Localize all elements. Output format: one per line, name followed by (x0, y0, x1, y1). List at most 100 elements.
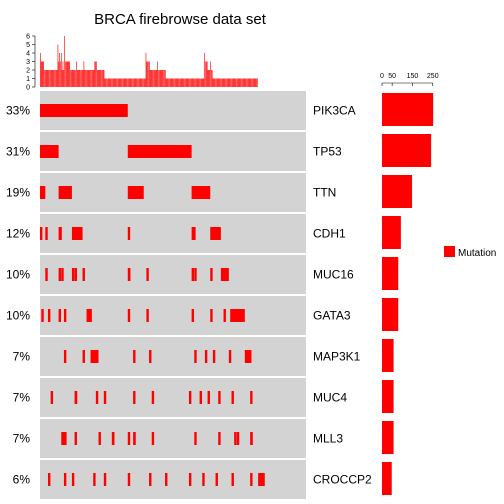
top-bar (149, 61, 150, 87)
top-bar (52, 70, 54, 87)
top-bar (75, 70, 76, 87)
top-bar (246, 78, 247, 87)
mutation-cell (45, 268, 48, 281)
top-bar (250, 78, 252, 87)
mutation-cell (223, 309, 226, 322)
right-bar (382, 462, 392, 495)
top-bar (252, 78, 254, 87)
top-axis-tick-label: 4 (26, 51, 30, 58)
mutation-cell (236, 432, 240, 445)
top-bar (135, 78, 137, 87)
gene-row-background (40, 173, 306, 212)
top-bar (154, 70, 156, 87)
mutation-cell (82, 350, 85, 363)
top-bar (123, 78, 125, 87)
top-axis-tick-label: 5 (26, 42, 30, 49)
top-bar (51, 70, 53, 87)
top-bar (83, 61, 85, 87)
top-bar (102, 70, 103, 87)
top-bar (111, 78, 112, 87)
top-bar (131, 78, 133, 87)
top-bar (172, 78, 174, 87)
pct-label: 31% (6, 145, 30, 159)
top-bar (209, 70, 210, 87)
top-bar (206, 61, 208, 87)
top-bar (163, 70, 164, 87)
top-bar (87, 70, 89, 87)
right-axis-tick-label: 150 (407, 73, 419, 80)
mutation-cell (127, 432, 131, 445)
top-bar (120, 78, 122, 87)
top-bar (257, 78, 258, 87)
mutation-cell (71, 227, 83, 240)
right-bar (382, 380, 394, 413)
right-barplot (382, 93, 434, 495)
top-bar (181, 78, 183, 87)
top-bar (254, 78, 256, 87)
mutation-cell (58, 186, 72, 199)
mutation-cell (98, 432, 101, 445)
mutation-cell (71, 473, 75, 486)
top-bar (171, 78, 173, 87)
top-bar (153, 70, 154, 87)
mutation-cell (74, 432, 77, 445)
top-bar (69, 61, 70, 87)
mutation-cell (127, 268, 131, 281)
top-bar (251, 78, 252, 87)
top-bar (146, 61, 148, 87)
top-bar (170, 78, 172, 87)
pct-label: 19% (6, 186, 30, 200)
pct-label: 7% (13, 391, 31, 405)
top-bar (200, 78, 201, 87)
top-bar (218, 78, 220, 87)
top-bar (249, 78, 251, 87)
top-bar (232, 78, 234, 87)
top-bar (216, 78, 218, 87)
top-bar (226, 78, 227, 87)
top-bar (223, 78, 225, 87)
mutation-cell (202, 473, 205, 486)
top-bar (173, 78, 174, 87)
top-bar (177, 78, 179, 87)
top-bar (143, 78, 144, 87)
top-axis-tick-label: 0 (26, 85, 30, 92)
top-bar (112, 78, 114, 87)
top-bar (72, 70, 74, 87)
top-bar (243, 78, 245, 87)
right-bar (382, 421, 394, 454)
gene-label: GATA3 (313, 309, 351, 323)
top-bar (194, 78, 195, 87)
mutation-cell (250, 473, 253, 486)
mutation-cell (165, 473, 168, 486)
top-bar (180, 78, 181, 87)
top-bar (67, 61, 69, 87)
top-bar (216, 78, 217, 87)
top-bar (107, 78, 109, 87)
top-bar (161, 70, 163, 87)
right-bar (382, 134, 432, 167)
top-bar (222, 78, 224, 87)
mutation-cell (194, 432, 197, 445)
top-bar (64, 36, 65, 87)
mutation-cell (194, 350, 197, 363)
mutation-cell (133, 432, 136, 445)
mutation-cell (63, 473, 67, 486)
mutation-cell (191, 309, 195, 322)
mutation-cell (146, 268, 149, 281)
top-bar (196, 78, 198, 87)
mutation-cell (231, 473, 234, 486)
top-bar (236, 78, 237, 87)
top-bar (212, 78, 214, 87)
mutation-cell (215, 473, 218, 486)
mutation-cell (151, 432, 155, 445)
top-bar (210, 61, 211, 87)
right-axis-tick-label: 50 (388, 73, 396, 80)
top-bar (109, 78, 111, 87)
top-bar (237, 78, 239, 87)
mutation-cell (133, 391, 136, 404)
top-bar (252, 78, 253, 87)
top-bar (65, 61, 67, 87)
top-bar (97, 70, 99, 87)
top-bar (71, 70, 73, 87)
mutation-cell (191, 186, 211, 199)
